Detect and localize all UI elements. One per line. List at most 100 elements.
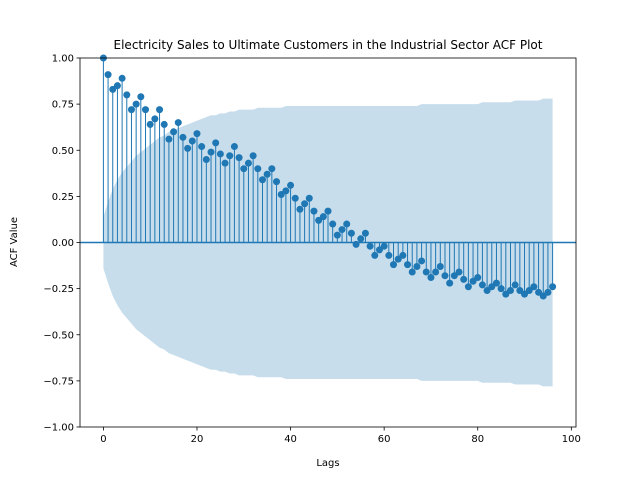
acf-point xyxy=(221,159,229,167)
x-axis-ticks: 0 20 40 60 80 100 xyxy=(100,427,581,445)
acf-point xyxy=(432,268,440,276)
acf-point xyxy=(361,229,369,237)
acf-point xyxy=(137,93,145,101)
y-tick-label: 0.00 xyxy=(52,238,74,249)
y-axis-ticks: −1.00 −0.75 −0.50 −0.25 0.00 0.25 0.50 0.75 1.00 xyxy=(43,54,80,434)
y-tick-label: 0.50 xyxy=(52,146,74,157)
acf-point xyxy=(109,85,117,93)
acf-point xyxy=(535,288,543,296)
acf-point xyxy=(418,257,426,265)
acf-point xyxy=(502,290,510,298)
acf-point xyxy=(319,213,327,221)
y-axis-label: ACF Value xyxy=(9,217,20,267)
acf-point xyxy=(132,100,140,108)
marker-layer xyxy=(99,54,557,300)
acf-point xyxy=(277,191,285,199)
acf-point xyxy=(394,255,402,263)
acf-point xyxy=(104,71,112,79)
acf-point xyxy=(427,274,435,282)
acf-point xyxy=(240,165,248,173)
acf-point xyxy=(142,106,150,114)
acf-point xyxy=(464,283,472,291)
acf-point xyxy=(521,290,529,298)
acf-point xyxy=(460,275,468,283)
acf-point xyxy=(450,272,458,280)
y-tick-label: 0.75 xyxy=(52,100,74,111)
acf-point xyxy=(193,130,201,138)
x-tick-label: 40 xyxy=(284,434,297,445)
y-tick-label: −0.75 xyxy=(43,376,74,387)
acf-point xyxy=(478,281,486,289)
acf-point xyxy=(244,159,252,167)
acf-point xyxy=(366,242,374,250)
acf-point xyxy=(474,274,482,282)
acf-point xyxy=(390,261,398,269)
acf-point xyxy=(506,286,514,294)
acf-point xyxy=(422,268,430,276)
acf-point xyxy=(511,281,519,289)
y-tick-label: 0.25 xyxy=(52,192,74,203)
acf-point xyxy=(273,178,281,186)
acf-point xyxy=(113,82,121,90)
x-axis-label: Lags xyxy=(316,458,339,469)
y-tick-label: −0.25 xyxy=(43,284,74,295)
acf-point xyxy=(408,268,416,276)
acf-point xyxy=(212,139,220,147)
y-tick-label: −0.50 xyxy=(43,330,74,341)
acf-point xyxy=(492,279,500,287)
acf-point xyxy=(549,283,557,291)
acf-point xyxy=(151,115,159,123)
acf-point xyxy=(305,194,313,202)
acf-point xyxy=(184,144,192,152)
acf-point xyxy=(216,150,224,158)
x-tick-label: 20 xyxy=(191,434,204,445)
acf-point xyxy=(258,176,266,184)
acf-point xyxy=(399,251,407,259)
acf-point xyxy=(375,246,383,254)
x-tick-label: 100 xyxy=(562,434,581,445)
acf-point xyxy=(198,143,206,151)
plot-area xyxy=(80,54,576,387)
acf-point xyxy=(188,137,196,145)
acf-point xyxy=(446,279,454,287)
acf-point xyxy=(310,207,318,215)
acf-point xyxy=(202,155,210,163)
acf-point xyxy=(315,216,323,224)
acf-point xyxy=(357,235,365,243)
acf-point xyxy=(127,106,135,114)
acf-point xyxy=(516,286,524,294)
x-tick-label: 60 xyxy=(378,434,391,445)
y-tick-label: −1.00 xyxy=(43,423,74,434)
acf-point xyxy=(469,277,477,285)
acf-point xyxy=(249,152,257,160)
acf-point xyxy=(207,148,215,156)
acf-point xyxy=(483,286,491,294)
acf-point xyxy=(530,283,538,291)
acf-point xyxy=(404,261,412,269)
acf-point xyxy=(371,251,379,259)
x-tick-label: 0 xyxy=(100,434,106,445)
acf-point xyxy=(380,242,388,250)
acf-point xyxy=(329,220,337,228)
acf-point xyxy=(156,106,164,114)
acf-point xyxy=(174,119,182,127)
acf-point xyxy=(179,133,187,141)
acf-point xyxy=(413,262,421,270)
acf-point xyxy=(287,181,295,189)
stem-layer xyxy=(102,58,554,297)
acf-point xyxy=(123,91,131,99)
acf-point xyxy=(441,272,449,280)
x-tick-label: 80 xyxy=(471,434,484,445)
acf-point xyxy=(118,74,126,82)
acf-point xyxy=(226,152,234,160)
y-tick-label: 1.00 xyxy=(52,54,74,65)
acf-point xyxy=(455,268,463,276)
acf-point xyxy=(338,226,346,234)
acf-point xyxy=(544,288,552,296)
acf-point xyxy=(352,240,360,248)
acf-point xyxy=(263,170,271,178)
acf-point xyxy=(488,283,496,291)
acf-point xyxy=(291,194,299,202)
acf-point xyxy=(324,207,332,215)
acf-point xyxy=(170,128,178,136)
